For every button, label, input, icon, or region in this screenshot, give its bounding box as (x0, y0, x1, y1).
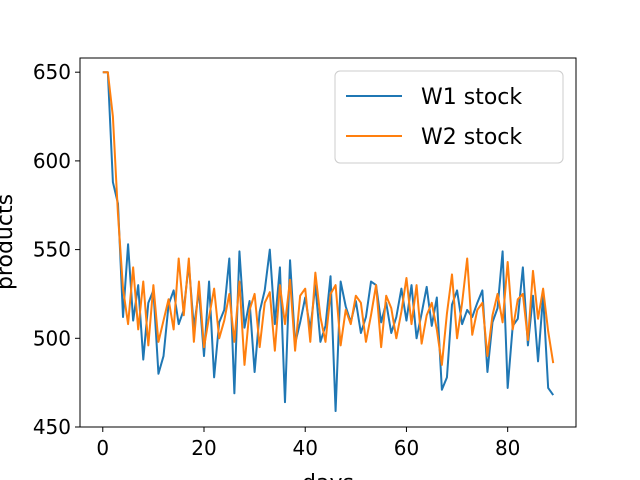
x-tick-label: 60 (394, 436, 419, 460)
legend-box (334, 70, 564, 164)
y-tick-label: 650 (33, 60, 71, 84)
x-tick-label: 40 (292, 436, 317, 460)
x-tick-label: 80 (495, 436, 520, 460)
x-tick-label: 20 (191, 436, 216, 460)
legend-label-w1: W1 stock (421, 85, 522, 110)
y-tick-label: 450 (33, 415, 71, 439)
legend-label-w2: W2 stock (421, 125, 522, 150)
x-axis-ticks: 0 20 40 60 80 (96, 427, 520, 460)
x-tick-label: 0 (96, 436, 109, 460)
y-tick-label: 500 (33, 326, 71, 350)
axes-frame (79, 57, 577, 428)
series-line-2 (102, 71, 555, 366)
x-axis-label: days (302, 471, 354, 480)
y-axis-ticks: 450 500 550 600 650 (33, 60, 80, 439)
series-layer (102, 71, 555, 413)
legend: W1 stock W2 stock (334, 70, 564, 164)
y-tick-label: 600 (33, 149, 71, 173)
y-tick-label: 550 (33, 238, 71, 262)
series-line-1 (102, 71, 555, 413)
y-axis-label: products (0, 194, 18, 290)
